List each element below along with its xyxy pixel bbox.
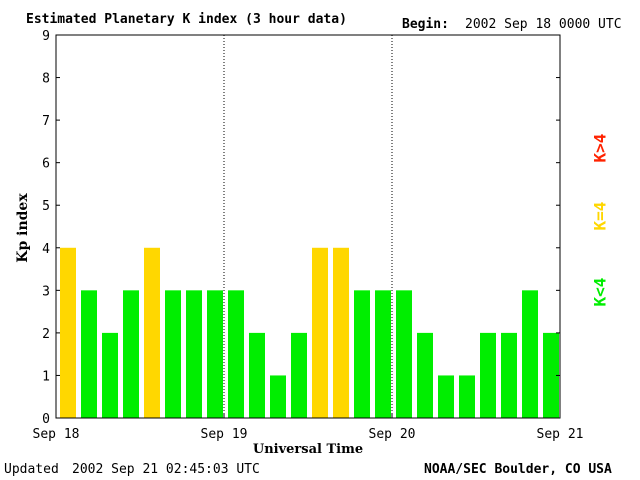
kp-bar: [102, 332, 118, 418]
y-tick-label: 2: [42, 327, 50, 342]
y-tick-label: 0: [42, 412, 50, 427]
kp-bar: [228, 290, 244, 418]
chart-title: Estimated Planetary K index (3 hour data…: [26, 12, 347, 27]
kp-bar: [165, 290, 181, 418]
x-tick-label: Sep 21: [537, 427, 584, 442]
y-tick-label: 4: [42, 242, 50, 257]
y-tick-label: 1: [42, 369, 50, 384]
kp-bar: [354, 290, 370, 418]
kp-bar: [438, 375, 454, 418]
kp-bar: [144, 247, 160, 418]
legend-low-label: K<4: [590, 277, 610, 307]
kp-bar: [375, 290, 391, 418]
y-tick-label: 3: [42, 284, 50, 299]
x-tick-label: Sep 20: [369, 427, 416, 442]
updated-value: 2002 Sep 21 02:45:03 UTC: [72, 462, 260, 477]
x-tick-label: Sep 18: [33, 427, 80, 442]
y-tick-label: 8: [42, 72, 50, 87]
kp-bar: [186, 290, 202, 418]
kp-bar: [207, 290, 223, 418]
legend-low: K<4: [588, 252, 612, 332]
kp-bar: [270, 375, 286, 418]
y-axis-label: Kp index: [15, 193, 31, 263]
kp-bar: [480, 332, 496, 418]
plot-frame: [55, 34, 561, 419]
kp-bar: [396, 290, 412, 418]
kp-bar: [249, 332, 265, 418]
begin-label: Begin:: [402, 17, 449, 32]
updated-label: Updated: [4, 462, 59, 477]
legend-high-label: K>4: [590, 133, 610, 163]
x-axis-label: Universal Time: [253, 442, 363, 457]
y-tick-label: 6: [42, 157, 50, 172]
y-tick-label: 5: [42, 199, 50, 214]
kp-bar: [60, 247, 76, 418]
begin-value: 2002 Sep 18 0000 UTC: [465, 17, 622, 32]
kp-bar: [417, 332, 433, 418]
x-tick-label: Sep 19: [201, 427, 248, 442]
y-tick-label: 7: [42, 114, 50, 129]
kp-bar: [312, 247, 328, 418]
legend-equal-label: K=4: [590, 201, 610, 231]
source-credit: NOAA/SEC Boulder, CO USA: [424, 462, 612, 477]
kp-bar: [81, 290, 97, 418]
kp-bar: [333, 247, 349, 418]
kp-bar: [123, 290, 139, 418]
kp-bar: [522, 290, 538, 418]
kp-bar: [291, 332, 307, 418]
kp-bar: [501, 332, 517, 418]
legend-equal: K=4: [588, 176, 612, 256]
y-tick-label: 9: [42, 29, 50, 44]
kp-bar: [459, 375, 475, 418]
kp-bar: [543, 332, 559, 418]
